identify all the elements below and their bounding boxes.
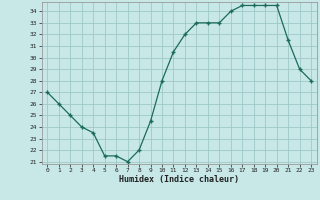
X-axis label: Humidex (Indice chaleur): Humidex (Indice chaleur) (119, 175, 239, 184)
